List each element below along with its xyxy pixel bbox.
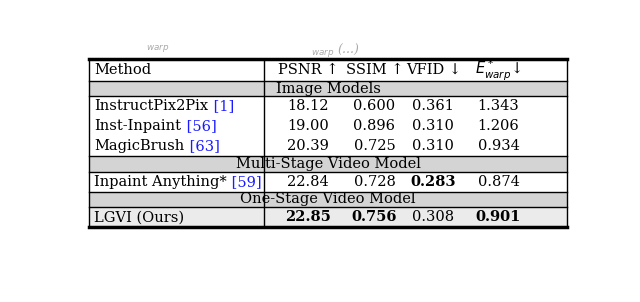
Text: $E^*_{warp}$↓: $E^*_{warp}$↓ <box>476 58 522 83</box>
Text: 0.310: 0.310 <box>412 139 454 153</box>
Text: 0.728: 0.728 <box>353 175 396 189</box>
Text: 0.901: 0.901 <box>476 210 521 224</box>
Text: Inpaint Anything*: Inpaint Anything* <box>94 175 227 189</box>
Text: One-Stage Video Model: One-Stage Video Model <box>240 192 416 207</box>
Text: Method: Method <box>94 63 151 77</box>
Text: LGVI (Ours): LGVI (Ours) <box>94 210 184 224</box>
Text: 22.84: 22.84 <box>287 175 329 189</box>
Bar <box>90 96 566 116</box>
Text: VFID ↓: VFID ↓ <box>406 63 461 77</box>
Bar <box>90 207 566 227</box>
Text: SSIM ↑: SSIM ↑ <box>346 63 403 77</box>
Text: Inst-Inpaint: Inst-Inpaint <box>94 119 181 133</box>
Text: 0.896: 0.896 <box>353 119 396 133</box>
Text: 19.00: 19.00 <box>287 119 329 133</box>
Text: 22.85: 22.85 <box>285 210 331 224</box>
Bar <box>90 136 566 156</box>
Text: [59]: [59] <box>227 175 262 189</box>
Text: 20.39: 20.39 <box>287 139 329 153</box>
Text: InstructPix2Pix: InstructPix2Pix <box>94 99 208 113</box>
Text: 18.12: 18.12 <box>287 99 328 113</box>
Text: 0.756: 0.756 <box>352 210 397 224</box>
Text: 0.361: 0.361 <box>412 99 454 113</box>
Text: 0.308: 0.308 <box>412 210 454 224</box>
Text: 1.343: 1.343 <box>477 99 520 113</box>
Bar <box>90 81 566 96</box>
Text: Image Models: Image Models <box>276 82 380 96</box>
Text: 0.310: 0.310 <box>412 119 454 133</box>
Bar <box>90 192 566 207</box>
Text: 0.283: 0.283 <box>411 175 456 189</box>
Text: [56]: [56] <box>182 119 216 133</box>
Text: 0.874: 0.874 <box>477 175 520 189</box>
Bar <box>90 116 566 136</box>
Text: PSNR ↑: PSNR ↑ <box>278 63 338 77</box>
Text: Multi-Stage Video Model: Multi-Stage Video Model <box>236 157 420 171</box>
Text: 1.206: 1.206 <box>477 119 520 133</box>
Bar <box>90 59 566 81</box>
Text: 0.600: 0.600 <box>353 99 396 113</box>
Bar <box>90 156 566 172</box>
Text: $_{warp}$ (...): $_{warp}$ (...) <box>311 42 360 60</box>
Text: $_{warp}$: $_{warp}$ <box>146 42 169 55</box>
Text: MagicBrush: MagicBrush <box>94 139 184 153</box>
Text: [63]: [63] <box>185 139 220 153</box>
Bar <box>90 172 566 192</box>
Text: [1]: [1] <box>209 99 234 113</box>
Text: 0.934: 0.934 <box>477 139 520 153</box>
Text: 0.725: 0.725 <box>354 139 396 153</box>
